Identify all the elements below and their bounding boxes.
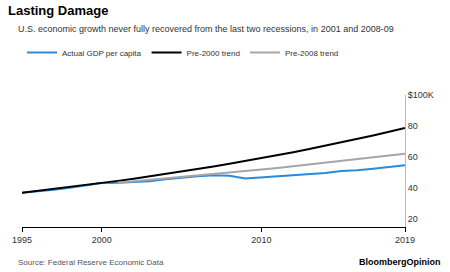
svg-text:U.S. economic growth never ful: U.S. economic growth never fully recover… <box>18 24 394 34</box>
svg-text:20: 20 <box>408 214 418 224</box>
svg-text:2010: 2010 <box>251 235 271 245</box>
svg-text:1995: 1995 <box>12 235 32 245</box>
svg-text:Lasting Damage: Lasting Damage <box>8 3 108 18</box>
svg-text:Actual GDP per capita: Actual GDP per capita <box>62 49 142 58</box>
svg-text:$100K: $100K <box>408 90 434 100</box>
svg-text:Source: Federal Reserve Econom: Source: Federal Reserve Economic Data <box>18 258 164 267</box>
svg-text:Pre-2000 trend: Pre-2000 trend <box>187 49 240 58</box>
svg-text:2000: 2000 <box>92 235 112 245</box>
svg-text:80: 80 <box>408 121 418 131</box>
svg-text:40: 40 <box>408 183 418 193</box>
svg-text:2019: 2019 <box>395 235 415 245</box>
svg-text:BloombergOpinion: BloombergOpinion <box>359 257 441 267</box>
svg-text:60: 60 <box>408 152 418 162</box>
svg-text:Pre-2008 trend: Pre-2008 trend <box>285 49 338 58</box>
